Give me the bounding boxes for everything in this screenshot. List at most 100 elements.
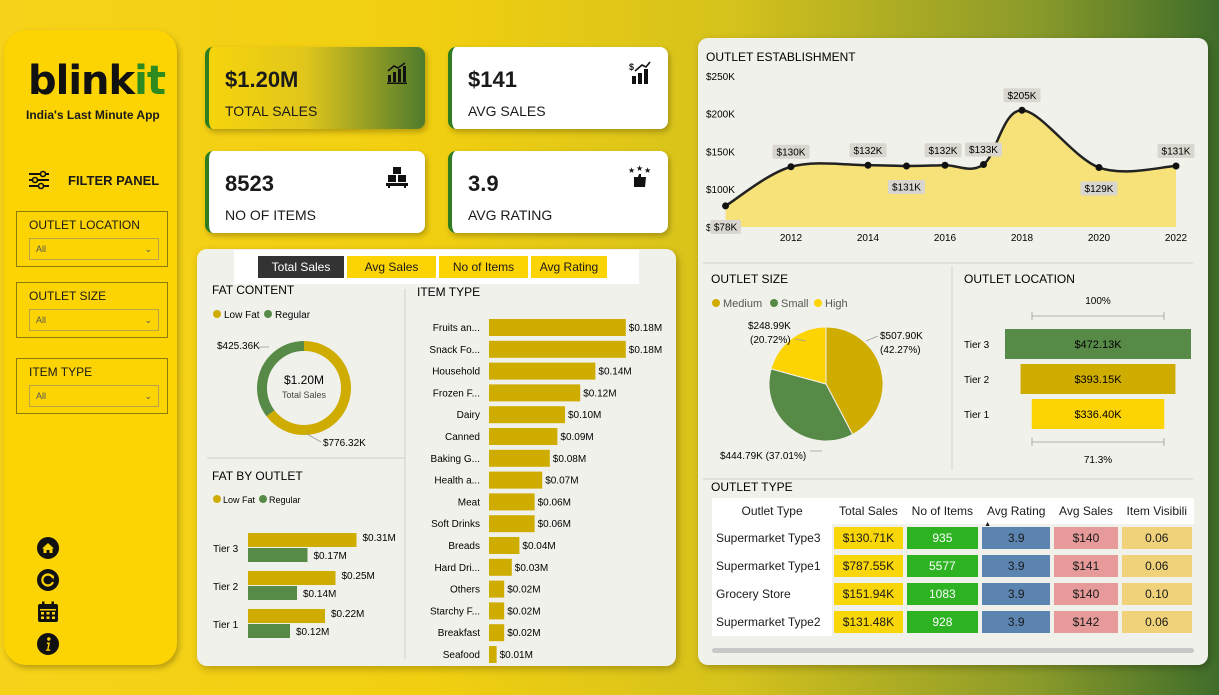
item-type-category-label: Frozen F... [433, 388, 480, 399]
donut-slice-regular[interactable] [257, 341, 351, 435]
col-total-sales[interactable]: Total Sales [832, 498, 905, 524]
item-type-dropdown[interactable]: All ⌄ [29, 385, 159, 407]
item-type-category-label: Breakfast [438, 628, 480, 639]
area-point[interactable] [903, 162, 910, 170]
funnel-bar-label: $472.13K [1074, 339, 1122, 351]
area-point[interactable] [980, 161, 987, 169]
item-type-bar[interactable] [489, 602, 505, 620]
item-type-category-label: Health a... [434, 476, 480, 487]
item-type-bar[interactable] [489, 362, 596, 380]
tab-no-of-items[interactable]: No of Items [439, 256, 528, 278]
fat-content-donut [257, 341, 351, 435]
info-icon[interactable] [36, 632, 60, 656]
outlet-size-pie [768, 326, 884, 442]
item-type-bar[interactable] [489, 537, 520, 554]
funnel-bar[interactable] [1005, 329, 1191, 359]
pie-slice-high[interactable] [770, 326, 827, 385]
area-point[interactable] [1018, 106, 1026, 114]
chevron-down-icon: ⌄ [144, 314, 152, 325]
fat-outlet-bar-regular[interactable] [248, 624, 290, 638]
table-horizontal-scrollbar[interactable] [712, 648, 1194, 653]
item-type-bar[interactable] [489, 406, 565, 424]
sort-asc-icon: ▲ [984, 521, 991, 528]
outlet-location-dropdown[interactable]: All ⌄ [29, 238, 159, 260]
item-type-bar[interactable] [489, 493, 535, 511]
col-outlet-type[interactable]: Outlet Type [712, 498, 833, 524]
calendar-icon[interactable] [36, 600, 60, 624]
item-type-bar[interactable] [489, 384, 581, 402]
area-point[interactable] [1095, 164, 1103, 172]
outlet-type-title: OUTLET TYPE [711, 480, 793, 494]
fat-outlet-bar-regular[interactable] [248, 586, 297, 600]
item-type-bar[interactable] [489, 624, 505, 642]
cell-item-visibility: 0.06 [1121, 555, 1192, 577]
legend-regular: Regular [269, 495, 301, 505]
fat-outlet-category-label: Tier 3 [213, 544, 239, 555]
filter-panel-label: FILTER PANEL [68, 172, 160, 188]
cell-avg-sales-wrap: $141 [1052, 552, 1119, 580]
col-avg-rating[interactable]: Avg Rating ▲ [980, 498, 1053, 528]
fat-outlet-bar-regular[interactable] [248, 548, 308, 562]
outlet-size-dropdown[interactable]: All ⌄ [29, 309, 159, 331]
item-type-bar-label: $0.10M [568, 410, 601, 421]
x-tick-label: 2012 [780, 233, 803, 244]
item-type-category-label: Breads [448, 541, 480, 552]
tab-total-sales[interactable]: Total Sales [258, 256, 344, 278]
cell-avg-sales-wrap: $142 [1052, 608, 1119, 636]
fat-outlet-bar-low-fat[interactable] [248, 571, 336, 585]
pie-slice-small[interactable] [768, 368, 854, 442]
item-type-bar[interactable] [489, 646, 497, 663]
area-point[interactable] [941, 161, 949, 169]
data-label-box [888, 180, 925, 195]
table-row[interactable]: Supermarket Type2 $131.48K 928 3.9 $142 0.06 [712, 608, 1194, 636]
area-line [724, 109, 1177, 207]
refresh-icon[interactable] [36, 568, 60, 592]
funnel-bar[interactable] [1031, 399, 1165, 429]
fat-content-title: FAT CONTENT [212, 283, 295, 297]
pie-slice-medium[interactable] [825, 326, 884, 436]
area-point[interactable] [722, 202, 730, 210]
tab-avg-rating[interactable]: Avg Rating [531, 256, 607, 278]
item-type-bar-label: $0.02M [507, 628, 540, 639]
item-type-bar[interactable] [489, 471, 543, 489]
item-type-bar[interactable] [489, 449, 550, 467]
item-type-bar-label: $0.08M [553, 454, 586, 465]
cell-item-visibility: 0.06 [1121, 527, 1192, 549]
item-type-bar[interactable] [489, 515, 535, 533]
home-icon[interactable] [36, 536, 60, 560]
svg-text:$: $ [629, 62, 634, 72]
col-item-visibility[interactable]: Item Visibili [1119, 498, 1194, 524]
slicer-label: OUTLET SIZE [29, 289, 107, 303]
item-type-bar[interactable] [489, 340, 626, 358]
area-point[interactable] [1172, 162, 1180, 170]
tab-avg-sales[interactable]: Avg Sales [347, 256, 436, 278]
donut-label-regular: $425.36K [217, 341, 260, 352]
col-no-of-items[interactable]: No of Items [904, 498, 981, 524]
left-charts-svg: FAT CONTENT Low Fat Regular $1.20M Total… [207, 283, 662, 663]
table-row[interactable]: Supermarket Type3 $130.71K 935 3.9 $140 0.06 [712, 524, 1194, 552]
item-type-bar[interactable] [489, 319, 626, 336]
item-type-bar[interactable] [489, 558, 512, 576]
cell-outlet-type: Supermarket Type3 [712, 524, 833, 552]
pie-label-medium-pct: (42.27%) [880, 345, 921, 356]
dropdown-value: All [36, 315, 47, 325]
fat-outlet-bar-label: $0.31M [363, 533, 396, 544]
item-type-bar[interactable] [489, 428, 558, 445]
cell-total-sales: $151.94K [834, 583, 903, 605]
legend-low-fat: Low Fat [224, 310, 260, 321]
funnel-bar[interactable] [1020, 364, 1176, 394]
item-type-bar-label: $0.01M [500, 650, 533, 661]
item-type-bar[interactable] [489, 580, 505, 598]
item-type-category-label: Meat [458, 497, 480, 508]
cell-no-of-items: 5577 [906, 555, 979, 577]
data-label: $130K [777, 147, 806, 158]
donut-center-label: Total Sales [282, 390, 327, 400]
pie-label-high: $248.99K [748, 321, 791, 332]
fat-outlet-bar-low-fat[interactable] [248, 533, 357, 547]
fat-outlet-bar-low-fat[interactable] [248, 609, 325, 623]
col-avg-sales[interactable]: Avg Sales [1052, 498, 1120, 524]
table-row[interactable]: Grocery Store $151.94K 1083 3.9 $140 0.10 [712, 580, 1194, 608]
area-point[interactable] [787, 163, 795, 171]
table-row[interactable]: Supermarket Type1 $787.55K 5577 3.9 $141 0.06 [712, 552, 1194, 580]
area-point[interactable] [864, 161, 872, 169]
